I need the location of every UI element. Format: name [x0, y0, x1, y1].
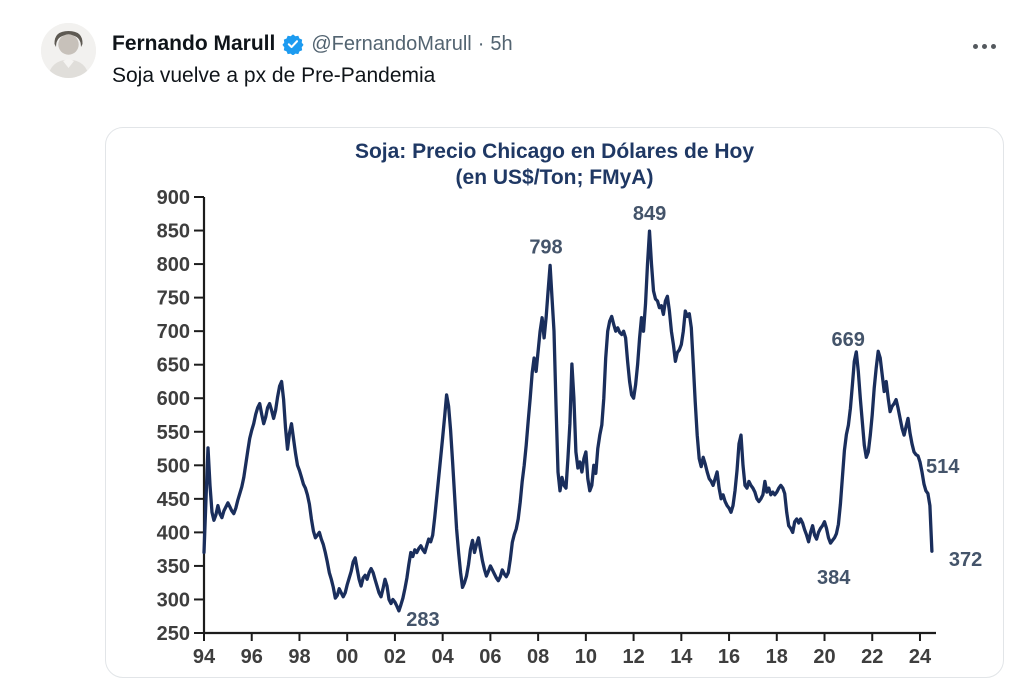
x-axis-label: 06	[479, 646, 501, 668]
chart-title: Soja: Precio Chicago en Dólares de Hoy	[354, 140, 755, 163]
price-line	[202, 229, 934, 613]
more-dots-icon	[973, 44, 978, 49]
x-axis-label: 20	[813, 646, 835, 668]
annotation-849: 849	[633, 203, 666, 225]
y-axis-label: 600	[157, 388, 190, 410]
x-axis-label: 08	[527, 646, 549, 668]
y-axis-label: 750	[157, 288, 190, 310]
x-axis-label: 96	[241, 646, 263, 668]
y-axis-label: 650	[157, 355, 190, 377]
avatar-photo-placeholder	[41, 23, 96, 78]
chart-media-card[interactable]: Soja: Precio Chicago en Dólares de Hoy (…	[105, 127, 1004, 678]
y-axis-label: 300	[157, 589, 190, 611]
x-axis-label: 00	[336, 646, 358, 668]
tweet-header: Fernando Marull @FernandoMarull · 5h	[112, 31, 513, 57]
y-axis-label: 700	[157, 321, 190, 343]
annotation-283: 283	[406, 609, 439, 631]
y-axis-label: 550	[157, 422, 190, 444]
x-axis-label: 16	[718, 646, 740, 668]
dot-separator: ·	[477, 32, 485, 55]
y-axis-label: 350	[157, 556, 190, 578]
x-axis-label: 18	[766, 646, 788, 668]
y-axis-label: 500	[157, 455, 190, 477]
y-axis-label: 900	[157, 187, 190, 209]
y-axis-label: 400	[157, 522, 190, 544]
price-chart: 250 300 350 400 450 500 550 600 650 700 750 800 850 9…	[157, 187, 983, 668]
author-name[interactable]: Fernando Marull	[112, 32, 276, 55]
y-axis-label: 250	[157, 623, 190, 645]
x-axis-label: 98	[288, 646, 310, 668]
y-axis-label: 800	[157, 254, 190, 276]
annotation-798: 798	[529, 236, 562, 258]
x-axis-label: 94	[193, 646, 216, 668]
avatar[interactable]	[41, 23, 96, 78]
y-axis-label: 450	[157, 489, 190, 511]
x-axis-label: 22	[861, 646, 883, 668]
more-dots-icon	[982, 44, 987, 49]
verified-badge-icon	[282, 34, 304, 55]
author-handle[interactable]: @FernandoMarull	[311, 32, 472, 55]
y-axis-label: 850	[157, 221, 190, 243]
tweet-text: Soja vuelve a px de Pre-Pandemia	[112, 64, 436, 87]
annotation-384: 384	[817, 567, 851, 589]
timestamp[interactable]: 5h	[490, 32, 513, 55]
x-axis-label: 24	[909, 646, 932, 668]
x-axis-label: 04	[432, 646, 455, 668]
handle-group: @FernandoMarull · 5h	[311, 33, 512, 56]
more-dots-icon	[991, 44, 996, 49]
chart-subtitle: (en US$/Ton; FMyA)	[455, 166, 654, 189]
x-axis-label: 02	[384, 646, 406, 668]
x-axis-label: 14	[670, 646, 693, 668]
more-button[interactable]	[969, 40, 1000, 53]
annotation-514: 514	[926, 456, 960, 478]
chart-title-block: Soja: Precio Chicago en Dólares de Hoy (…	[106, 139, 1003, 191]
annotation-669: 669	[832, 329, 865, 351]
x-axis-label: 10	[575, 646, 597, 668]
annotation-372: 372	[949, 549, 982, 571]
x-axis-label: 12	[622, 646, 644, 668]
